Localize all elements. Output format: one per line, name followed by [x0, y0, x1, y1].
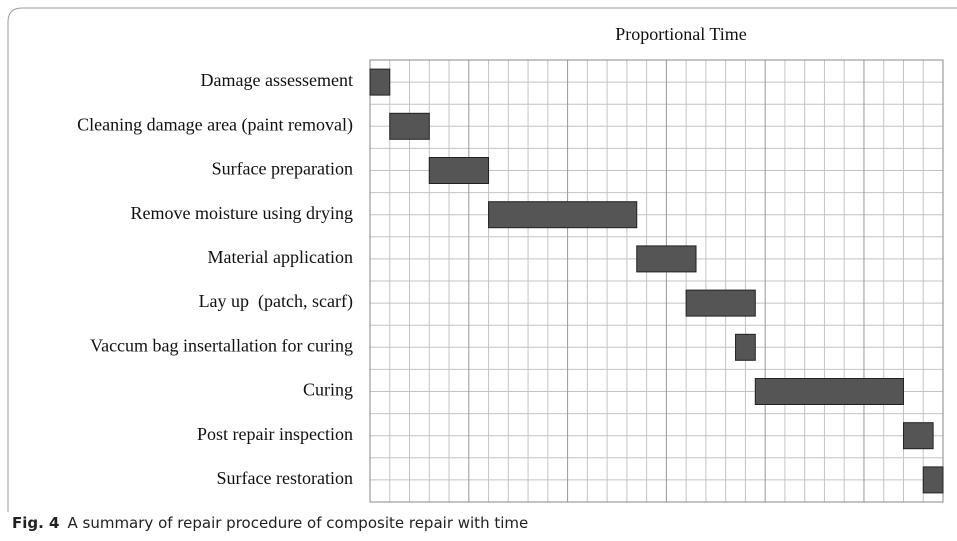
task-label: Surface restoration — [217, 468, 353, 488]
task-label: Damage assessement — [201, 70, 353, 90]
task-label: Post repair inspection — [197, 424, 353, 444]
bar — [754, 378, 904, 405]
caption-text: A summary of repair procedure of composi… — [67, 514, 528, 532]
bar — [636, 245, 697, 273]
grid — [369, 59, 944, 503]
bar — [369, 68, 391, 96]
task-labels: Damage assessement Cleaning damage area (… — [77, 70, 353, 488]
bar — [735, 333, 756, 361]
bar — [685, 289, 756, 317]
bar — [428, 157, 490, 184]
frame — [7, 7, 957, 512]
bar — [488, 201, 638, 229]
task-label: Vaccum bag insertallation for curing — [90, 335, 353, 355]
chart-title: Proportional Time — [615, 24, 747, 44]
task-label: Lay up (patch, scarf) — [199, 291, 353, 312]
task-label: Curing — [303, 380, 353, 400]
task-label: Material application — [208, 247, 353, 267]
bars — [369, 68, 944, 494]
bar — [922, 466, 944, 494]
caption: Fig. 4 A summary of repair procedure of c… — [12, 514, 528, 532]
bar — [902, 422, 934, 450]
bar — [389, 112, 430, 140]
task-label: Remove moisture using drying — [131, 203, 353, 223]
task-label: Cleaning damage area (paint removal) — [77, 114, 353, 135]
task-label: Surface preparation — [212, 159, 353, 179]
plot-border — [369, 59, 944, 503]
caption-label: Fig. 4 — [12, 514, 59, 532]
